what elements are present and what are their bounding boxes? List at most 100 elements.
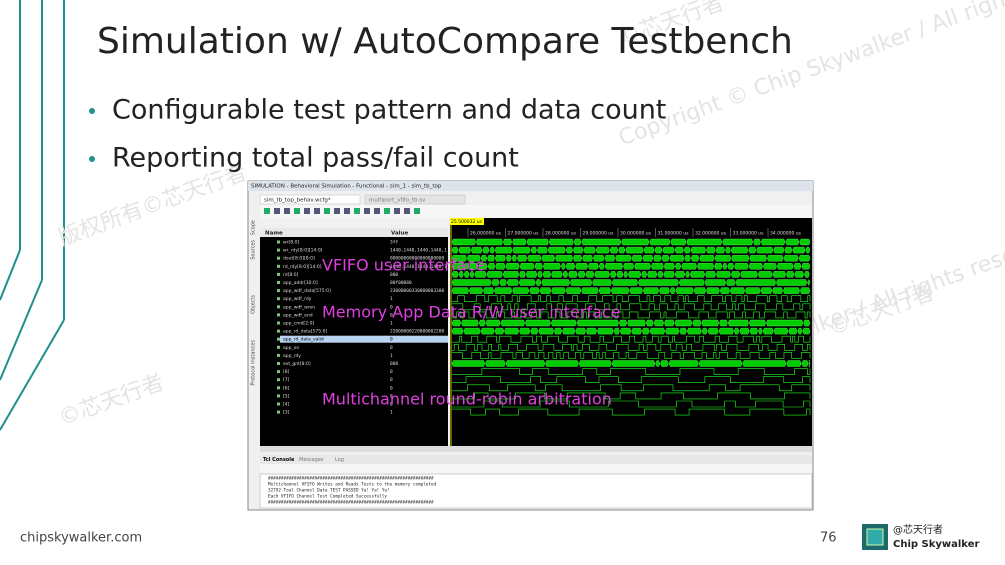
bus-segment bbox=[500, 319, 525, 327]
selected-row bbox=[280, 335, 448, 343]
bus-segment bbox=[757, 271, 773, 278]
bus-segment bbox=[534, 263, 543, 270]
signal-value: 3ff bbox=[390, 240, 398, 246]
bus-segment bbox=[740, 271, 758, 278]
bus-segment bbox=[554, 327, 563, 335]
signal-icon bbox=[277, 337, 280, 341]
bus-segment bbox=[803, 319, 811, 327]
bus-segment bbox=[749, 254, 767, 262]
bus-segment bbox=[597, 327, 614, 335]
bus-segment bbox=[697, 263, 715, 270]
bus-segment bbox=[625, 246, 644, 254]
bus-segment bbox=[649, 327, 666, 335]
bus-segment bbox=[748, 263, 763, 270]
annotation: VFIFO user interface bbox=[322, 256, 485, 275]
bit-wave bbox=[452, 303, 811, 311]
bus-segment bbox=[718, 327, 734, 335]
bus-segment bbox=[674, 246, 684, 254]
bus-segment bbox=[506, 279, 519, 286]
bus-segment bbox=[725, 246, 731, 254]
signal-icon bbox=[277, 362, 280, 365]
bus-segment bbox=[649, 238, 671, 246]
bus-segment bbox=[573, 238, 582, 246]
bus-segment bbox=[800, 287, 811, 294]
bus-segment bbox=[776, 279, 808, 286]
bit-wave bbox=[452, 311, 811, 319]
time-label: 32.000000 us bbox=[695, 231, 727, 237]
bus-segment bbox=[664, 319, 675, 327]
time-label: 28.000000 us bbox=[545, 231, 577, 237]
bus-segment bbox=[773, 327, 789, 335]
bus-segment bbox=[505, 360, 546, 367]
bus-segment bbox=[722, 263, 728, 270]
bus-segment bbox=[661, 254, 670, 262]
bus-segment bbox=[562, 271, 569, 278]
bus-segment bbox=[467, 254, 481, 262]
bit-wave bbox=[452, 368, 811, 375]
bus-segment bbox=[805, 246, 811, 254]
bus-segment bbox=[451, 279, 492, 286]
bus-segment bbox=[494, 327, 505, 335]
bus-segment bbox=[469, 271, 475, 278]
bus-segment bbox=[731, 254, 750, 262]
bus-segment bbox=[734, 263, 749, 270]
bus-segment bbox=[474, 271, 487, 278]
bus-segment bbox=[719, 319, 728, 327]
bus-segment bbox=[502, 271, 520, 278]
bus-segment bbox=[762, 327, 774, 335]
bus-segment bbox=[583, 246, 596, 254]
bus-segment bbox=[727, 263, 735, 270]
signal-name: [3] bbox=[283, 410, 290, 416]
bus-segment bbox=[674, 271, 686, 278]
toolbar-icon bbox=[324, 208, 330, 214]
logo-core bbox=[866, 528, 884, 546]
bus-segment bbox=[527, 254, 542, 262]
bus-segment bbox=[690, 246, 706, 254]
bus-segment bbox=[653, 254, 662, 262]
signal-value: 008 bbox=[390, 361, 398, 367]
console-line: Each VFIFO Channel Test Completed Succes… bbox=[268, 494, 387, 500]
bus-segment bbox=[669, 254, 685, 262]
bus-segment bbox=[727, 319, 749, 327]
bus-segment bbox=[494, 287, 513, 294]
signal-icon bbox=[277, 321, 280, 325]
signal-name: wr[8:0] bbox=[283, 240, 300, 246]
bus-segment bbox=[758, 327, 763, 335]
console-toolbar bbox=[260, 464, 812, 474]
bus-segment bbox=[530, 246, 537, 254]
signal-icon bbox=[277, 370, 280, 374]
toolbar-icon bbox=[274, 208, 280, 214]
bit-wave bbox=[452, 408, 811, 416]
bus-segment bbox=[616, 271, 624, 278]
bus-segment bbox=[512, 287, 530, 294]
bit-wave bbox=[452, 335, 811, 343]
bullets: Configurable test pattern and data count… bbox=[89, 95, 666, 174]
signal-name: wr_rdy[8:0][14:0] bbox=[283, 248, 323, 254]
bus-segment bbox=[458, 271, 464, 278]
annotation: Multichannel round-robin arbitration bbox=[322, 390, 612, 409]
bus-segment bbox=[551, 287, 566, 294]
bus-segment bbox=[651, 263, 664, 270]
signal-name: [4] bbox=[283, 402, 290, 408]
toolbar-icon bbox=[314, 208, 320, 214]
bus-segment bbox=[788, 327, 798, 335]
signal-icon bbox=[277, 248, 280, 252]
bus-segment bbox=[598, 263, 605, 270]
bus-segment bbox=[692, 319, 702, 327]
bus-segment bbox=[772, 287, 783, 294]
bus-segment bbox=[570, 279, 593, 286]
bus-segment bbox=[560, 263, 566, 270]
bus-segment bbox=[595, 246, 610, 254]
signal-name: [8] bbox=[283, 369, 290, 375]
bus-segment bbox=[786, 360, 802, 367]
bus-segment bbox=[735, 279, 776, 286]
bullet-dot bbox=[89, 156, 95, 162]
signal-icon bbox=[277, 256, 280, 260]
signal-name: dout[8:0][8:0] bbox=[283, 256, 315, 262]
bus-segment bbox=[604, 263, 624, 270]
bus-segment bbox=[719, 287, 730, 294]
bus-segment bbox=[568, 271, 578, 278]
bus-segment bbox=[643, 246, 655, 254]
signal-value: 00f00080 bbox=[390, 280, 412, 286]
bus-segment bbox=[469, 263, 479, 270]
